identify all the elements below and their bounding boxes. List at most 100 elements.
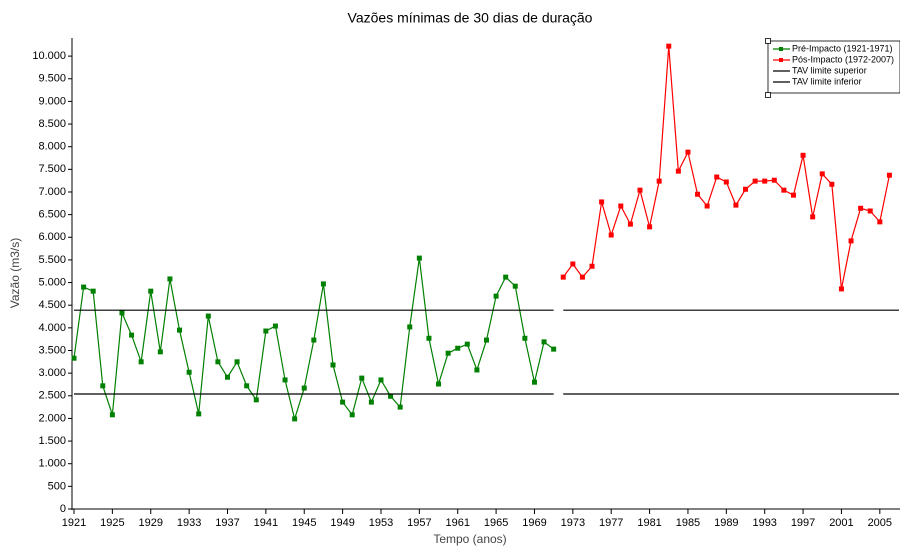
marker <box>71 355 77 361</box>
marker <box>608 232 614 238</box>
x-tick-label: 1921 <box>62 517 86 529</box>
y-tick-label: 9.000 <box>38 95 66 107</box>
marker <box>512 283 518 289</box>
legend-label: TAV limite superior <box>792 65 867 75</box>
marker <box>790 192 796 198</box>
marker <box>129 332 135 338</box>
marker <box>445 350 451 356</box>
marker <box>589 263 595 269</box>
marker <box>464 341 470 347</box>
marker <box>234 359 240 365</box>
y-tick-label: 4.500 <box>38 299 66 311</box>
marker <box>157 349 163 355</box>
marker <box>695 191 701 197</box>
x-tick-label: 1925 <box>100 517 124 529</box>
marker <box>599 199 605 205</box>
x-tick-label: 2001 <box>829 517 853 529</box>
x-tick-label: 1949 <box>330 517 354 529</box>
marker <box>800 152 806 158</box>
marker <box>541 339 547 345</box>
marker <box>426 335 432 341</box>
marker <box>579 274 585 280</box>
marker <box>570 261 576 267</box>
marker <box>177 327 183 333</box>
marker <box>186 369 192 375</box>
legend-marker <box>779 58 783 62</box>
marker <box>148 288 154 294</box>
marker <box>301 385 307 391</box>
y-tick-label: 4.000 <box>38 322 66 334</box>
marker <box>493 293 499 299</box>
marker <box>743 186 749 192</box>
marker <box>196 411 202 417</box>
marker <box>311 337 317 343</box>
marker <box>244 383 250 389</box>
marker <box>877 219 883 225</box>
marker <box>253 397 259 403</box>
legend-box <box>767 40 900 94</box>
marker <box>503 274 509 280</box>
x-tick-label: 1997 <box>791 517 815 529</box>
y-tick-label: 6.000 <box>38 231 66 243</box>
marker <box>388 393 394 399</box>
marker <box>723 179 729 185</box>
y-tick-label: 7.000 <box>38 186 66 198</box>
marker <box>263 328 269 334</box>
marker <box>829 181 835 187</box>
marker <box>368 399 374 405</box>
y-tick-label: 9.500 <box>38 73 66 85</box>
marker <box>560 274 566 280</box>
marker <box>215 359 221 365</box>
marker <box>330 362 336 368</box>
x-tick-label: 2005 <box>868 517 892 529</box>
marker <box>292 416 298 422</box>
y-tick-label: 3.500 <box>38 344 66 356</box>
legend-handle <box>765 92 771 98</box>
marker <box>138 359 144 365</box>
marker <box>378 377 384 383</box>
x-axis-label: Tempo (anos) <box>433 532 506 546</box>
legend-handle <box>765 38 771 44</box>
marker <box>867 208 873 214</box>
x-tick-label: 1945 <box>292 517 316 529</box>
x-tick-label: 1953 <box>369 517 393 529</box>
marker <box>340 399 346 405</box>
marker <box>484 337 489 343</box>
x-tick-label: 1937 <box>215 517 239 529</box>
marker <box>781 187 787 193</box>
marker <box>320 281 326 287</box>
marker <box>762 178 768 184</box>
marker <box>675 168 681 174</box>
y-tick-label: 5.500 <box>38 254 66 266</box>
marker <box>886 172 892 178</box>
y-tick-label: 8.500 <box>38 118 66 130</box>
y-axis-label: Vazão (m3/s) <box>8 238 22 308</box>
x-tick-label: 1941 <box>254 517 278 529</box>
y-tick-label: 2.500 <box>38 390 66 402</box>
marker <box>627 221 633 227</box>
marker <box>416 255 422 261</box>
chart-title: Vazões mínimas de 30 dias de duração <box>348 10 593 26</box>
legend-label: Pós-Impacto (1972-2007) <box>792 54 894 64</box>
marker <box>81 284 87 290</box>
y-tick-label: 2.000 <box>38 412 66 424</box>
marker <box>704 203 710 209</box>
marker <box>272 323 278 329</box>
marker <box>714 174 720 180</box>
marker <box>205 313 211 319</box>
marker <box>474 367 480 373</box>
y-tick-label: 10.000 <box>32 50 66 62</box>
marker <box>90 288 96 294</box>
marker <box>455 345 461 351</box>
y-tick-label: 8.000 <box>38 141 66 153</box>
y-tick-label: 5.000 <box>38 276 66 288</box>
marker <box>647 224 653 230</box>
marker <box>407 324 413 330</box>
marker <box>397 404 403 410</box>
x-tick-label: 1993 <box>752 517 776 529</box>
marker <box>637 187 643 193</box>
x-tick-label: 1965 <box>484 517 508 529</box>
marker <box>685 149 691 155</box>
x-tick-label: 1989 <box>714 517 738 529</box>
